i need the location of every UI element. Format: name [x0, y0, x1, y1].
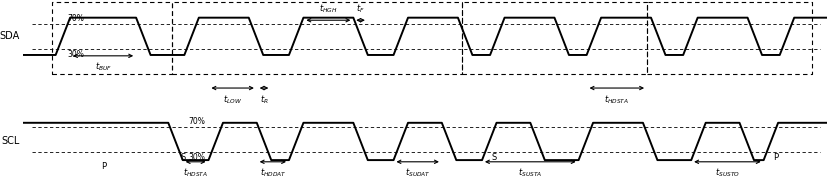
Text: 30%: 30% [189, 153, 205, 162]
Text: $t_F$: $t_F$ [356, 3, 365, 15]
Text: 30%: 30% [68, 50, 84, 59]
Text: 70%: 70% [68, 14, 84, 23]
Text: $t_{BUF}$: $t_{BUF}$ [94, 61, 112, 73]
Text: $t_{HDSTA}$: $t_{HDSTA}$ [604, 93, 629, 106]
Text: $t_{HDSTA}$: $t_{HDSTA}$ [183, 167, 208, 179]
Text: $t_{HDDAT}$: $t_{HDDAT}$ [259, 167, 286, 179]
Text: $t_R$: $t_R$ [260, 93, 268, 106]
Text: P: P [101, 162, 107, 171]
Text: S: S [180, 153, 185, 162]
Text: SDA: SDA [0, 31, 19, 41]
Text: $t_{SUSTO}$: $t_{SUSTO}$ [714, 167, 739, 179]
Text: $t_{SUDAT}$: $t_{SUDAT}$ [404, 167, 430, 179]
Text: $t_{HGH}$: $t_{HGH}$ [318, 3, 337, 15]
Text: SCL: SCL [1, 136, 19, 147]
Text: P: P [772, 153, 777, 162]
Text: $t_{SUSTA}$: $t_{SUSTA}$ [518, 167, 542, 179]
Text: 70%: 70% [189, 117, 205, 126]
Text: $t_{LOW}$: $t_{LOW}$ [222, 93, 242, 106]
Text: S: S [491, 153, 496, 162]
